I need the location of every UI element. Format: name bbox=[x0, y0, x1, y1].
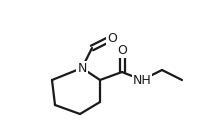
Text: O: O bbox=[107, 32, 117, 45]
Text: N: N bbox=[77, 61, 87, 74]
Text: NH: NH bbox=[133, 74, 151, 87]
Text: O: O bbox=[117, 44, 127, 57]
